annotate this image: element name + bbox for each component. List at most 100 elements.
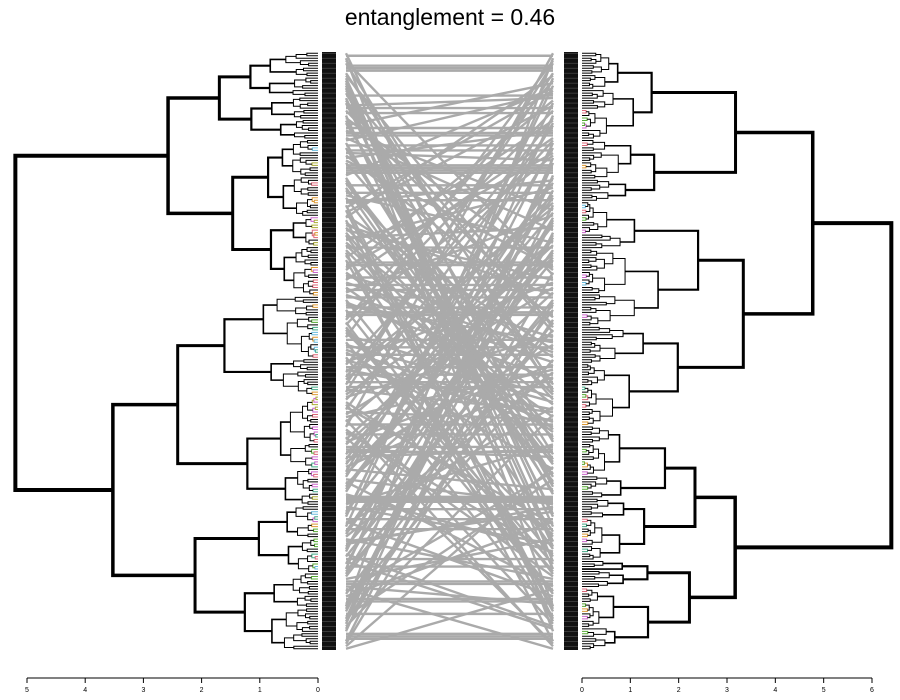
dendrogram-branch <box>313 219 318 224</box>
dendrogram-branch <box>311 553 318 559</box>
dendrogram-branch <box>582 643 595 649</box>
dendrogram-branch <box>297 609 307 617</box>
dendrogram-branch <box>307 501 318 505</box>
dendrogram-branch <box>595 258 605 269</box>
dendrogram-branch <box>304 259 318 265</box>
dendrogram-branch <box>582 142 588 146</box>
dendrogram-branch <box>647 571 691 624</box>
dendrogram-branch <box>307 254 318 259</box>
dendrogram-branch <box>294 296 318 302</box>
dendrogram-branch <box>592 141 606 150</box>
dendrogram-branch <box>309 289 318 295</box>
dendrogram-branch <box>305 311 318 316</box>
dendrogram-branch <box>307 590 318 595</box>
dendrogram-branch <box>589 393 597 405</box>
dendrogram-branch <box>295 121 304 128</box>
dendrogram-branch <box>270 101 295 116</box>
dendrogram-branch <box>311 331 318 336</box>
dendrogram-branch <box>582 192 609 199</box>
dendrogram-branch <box>582 328 611 333</box>
dendrogram-branch <box>582 512 603 518</box>
dendrogram-branch <box>587 417 594 424</box>
connector-line <box>345 129 554 160</box>
dendrogram-branch <box>582 147 594 151</box>
dendrogram-branch <box>582 613 591 619</box>
dendrogram-branch <box>315 433 318 438</box>
connector-line <box>345 91 554 142</box>
dendrogram-branch <box>610 299 635 317</box>
dendrogram-branch <box>285 612 298 627</box>
dendrogram-branch <box>306 387 313 394</box>
dendrogram-branch <box>311 391 318 396</box>
connector-line <box>345 186 554 242</box>
dendrogram-branch <box>303 110 318 114</box>
dendrogram-branch <box>582 169 592 174</box>
dendrogram-branch <box>582 645 591 650</box>
dendrogram-branch <box>297 371 318 377</box>
right-dendrogram <box>582 52 894 650</box>
dendrogram-branch <box>283 637 294 649</box>
dendrogram-branch <box>582 438 593 443</box>
dendrogram-branch <box>582 301 607 306</box>
dendrogram-branch <box>299 587 310 594</box>
dendrogram-branch <box>582 314 588 318</box>
dendrogram-branch <box>303 359 318 363</box>
connector-line <box>344 122 555 473</box>
dendrogram-branch <box>310 262 318 266</box>
dendrogram-branch <box>296 318 309 328</box>
dendrogram-branch <box>602 502 625 516</box>
dendrogram-branch <box>582 575 596 580</box>
dendrogram-branch <box>582 272 590 277</box>
dendrogram-branch <box>582 583 599 587</box>
dendrogram-branch <box>292 98 301 107</box>
dendrogram-branch <box>582 326 600 331</box>
dendrogram-branch <box>273 583 298 603</box>
dendrogram-branch <box>582 234 603 239</box>
connector-line <box>344 115 555 570</box>
dendrogram-branch <box>309 204 318 209</box>
left-axis: 5 4 3 2 1 0 <box>25 677 320 694</box>
dendrogram-branch <box>594 370 605 381</box>
dendrogram-branch <box>304 134 318 139</box>
connector-line <box>344 62 555 393</box>
dendrogram-branch <box>582 296 596 301</box>
dendrogram-branch <box>593 639 606 647</box>
dendrogram-branch <box>312 304 318 308</box>
dendrogram-branch <box>582 349 591 353</box>
dendrogram-branch <box>582 58 597 64</box>
dendrogram-branch <box>582 386 586 391</box>
dendrogram-branch <box>311 182 318 186</box>
dendrogram-branch <box>617 71 653 114</box>
dendrogram-branch <box>735 221 894 550</box>
dendrogram-branch <box>301 542 311 551</box>
dendrogram-branch <box>313 538 318 543</box>
dendrogram-branch <box>306 305 318 311</box>
dendrogram-branch <box>262 304 288 335</box>
dendrogram-branch <box>13 153 169 492</box>
dendrogram-branch <box>307 187 318 191</box>
dendrogram-branch <box>582 129 601 137</box>
dendrogram-branch <box>311 448 318 454</box>
dendrogram-branch <box>282 373 299 387</box>
dendrogram-branch <box>312 488 318 493</box>
dendrogram-branch <box>309 167 318 171</box>
dendrogram-branch <box>307 280 314 287</box>
dendrogram-branch <box>231 175 271 252</box>
dendrogram-branch <box>609 329 624 338</box>
dendrogram-branch <box>582 436 600 442</box>
dendrogram-branch <box>311 462 318 468</box>
dendrogram-branch <box>582 274 587 278</box>
dendrogram-branch <box>296 597 307 606</box>
dendrogram-branch <box>593 611 600 624</box>
dendrogram-branch <box>309 433 315 442</box>
dendrogram-branch <box>314 566 318 570</box>
dendrogram-branch <box>614 332 644 355</box>
connector-line <box>344 271 555 630</box>
dendrogram-branch <box>269 58 297 73</box>
dendrogram-branch <box>305 77 318 83</box>
dendrogram-branch <box>308 62 318 67</box>
dendrogram-branch <box>582 571 600 575</box>
connector-line <box>345 510 554 543</box>
dendrogram-branch <box>286 322 302 345</box>
dendrogram-branch <box>310 598 318 602</box>
